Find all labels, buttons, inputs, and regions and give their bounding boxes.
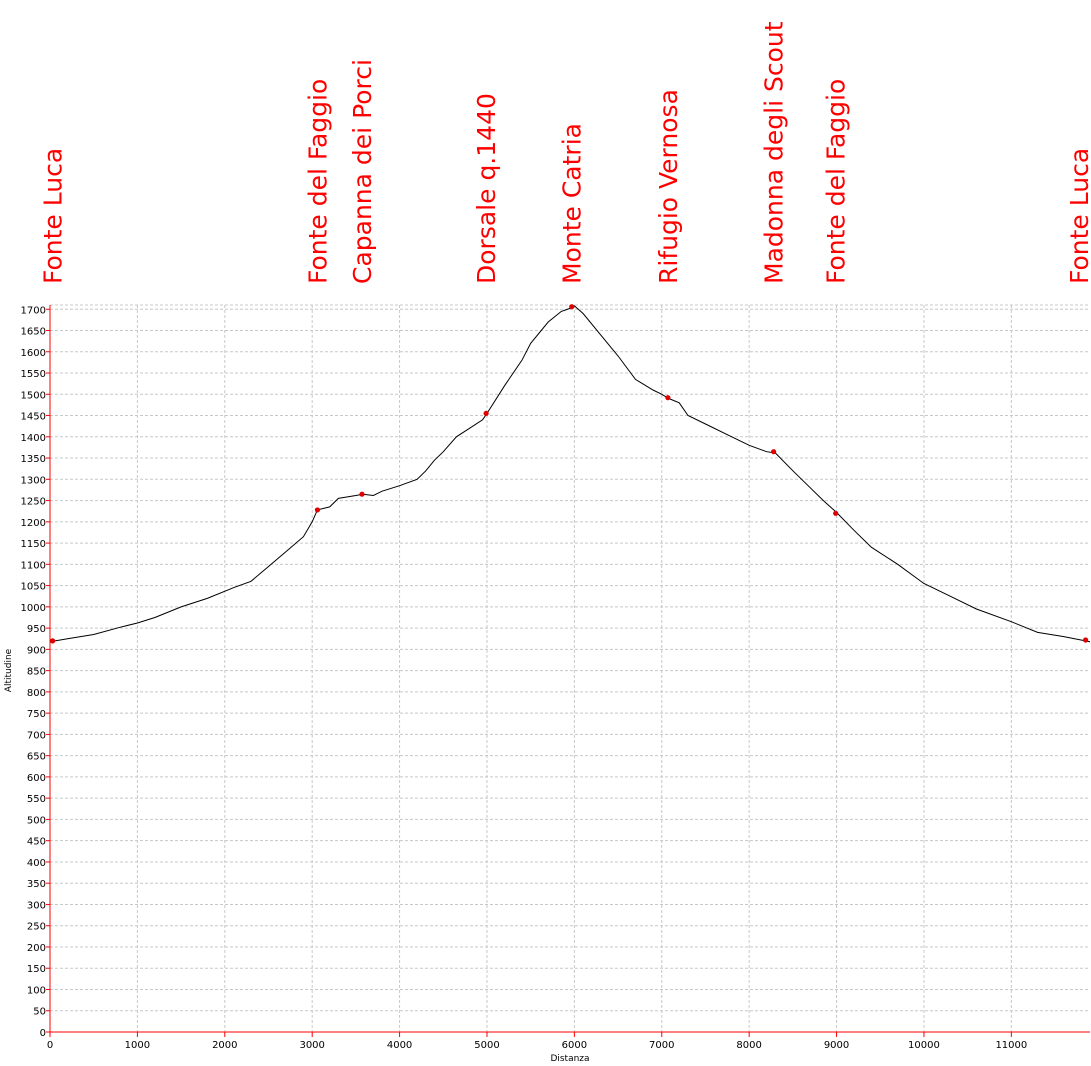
y-tick-label: 850 — [27, 667, 46, 678]
x-tick-label: 6000 — [562, 1040, 587, 1051]
y-tick-label: 650 — [27, 752, 46, 763]
y-tick-label: 0 — [40, 1028, 46, 1039]
y-axis-ticks: 0 50 100 150 200 250 300 350 400 450 500 550 600 650 7… — [21, 305, 50, 1039]
y-tick-label: 250 — [27, 922, 46, 933]
y-axis-title: Altitudine — [4, 648, 14, 692]
waypoint-marker — [569, 304, 575, 310]
y-tick-label: 1150 — [21, 539, 46, 550]
waypoint-label: Dorsale q.1440 — [472, 93, 501, 284]
waypoint-label: Madonna degli Scout — [760, 21, 789, 284]
y-tick-label: 1200 — [21, 518, 46, 529]
waypoint-marker — [314, 507, 321, 513]
waypoint-marker — [359, 491, 365, 497]
y-tick-label: 1100 — [21, 560, 46, 571]
x-tick-label: 1000 — [125, 1040, 150, 1051]
y-tick-label: 350 — [27, 879, 46, 890]
waypoint-markers — [50, 304, 1089, 644]
waypoint-label: Fonte del Faggio — [822, 79, 851, 284]
y-tick-label: 1600 — [21, 348, 46, 359]
y-tick-label: 800 — [27, 688, 46, 699]
waypoint-label: Fonte Luca — [1065, 148, 1091, 284]
y-tick-label: 550 — [27, 794, 46, 805]
y-tick-label: 750 — [27, 709, 46, 720]
waypoint-label: Rifugio Vernosa — [654, 89, 683, 284]
y-tick-label: 400 — [27, 858, 46, 869]
waypoint-label: Fonte Luca — [39, 148, 68, 284]
y-tick-label: 950 — [27, 624, 46, 635]
elevation-series-line — [49, 305, 1091, 643]
waypoint-label: Fonte del Faggio — [303, 79, 332, 284]
x-tick-label: 2000 — [212, 1040, 237, 1051]
y-tick-label: 1050 — [21, 582, 46, 593]
y-tick-label: 1650 — [21, 327, 46, 338]
x-tick-label: 0 — [47, 1040, 53, 1051]
y-tick-label: 1500 — [21, 390, 46, 401]
y-tick-label: 1300 — [21, 475, 46, 486]
grid-lines — [50, 304, 1090, 1032]
y-tick-label: 200 — [27, 943, 46, 954]
waypoint-marker — [483, 410, 489, 417]
y-tick-label: 1000 — [21, 603, 46, 614]
y-tick-label: 300 — [27, 900, 46, 911]
x-tick-label: 8000 — [736, 1040, 761, 1051]
y-tick-label: 1550 — [21, 369, 46, 380]
y-tick-label: 700 — [27, 730, 46, 741]
x-tick-label: 9000 — [824, 1040, 849, 1051]
y-tick-label: 1350 — [21, 454, 46, 465]
y-tick-label: 900 — [27, 645, 46, 656]
x-tick-label: 7000 — [649, 1040, 674, 1051]
y-tick-label: 1700 — [21, 305, 46, 316]
y-tick-label: 150 — [27, 964, 46, 975]
x-tick-label: 3000 — [299, 1040, 324, 1051]
waypoint-marker — [1083, 637, 1089, 643]
y-tick-label: 500 — [27, 815, 46, 826]
y-tick-label: 450 — [27, 837, 46, 848]
waypoint-marker — [771, 449, 777, 455]
y-tick-label: 100 — [27, 985, 46, 996]
waypoint-marker — [833, 510, 839, 516]
x-tick-label: 4000 — [387, 1040, 412, 1051]
x-tick-label: 5000 — [474, 1040, 499, 1051]
waypoint-label: Capanna dei Porci — [348, 59, 377, 284]
waypoint-label: Monte Catria — [558, 123, 587, 284]
y-tick-label: 1450 — [21, 412, 46, 423]
waypoint-marker — [50, 638, 56, 644]
x-tick-label: 11000 — [995, 1040, 1027, 1051]
x-axis-ticks: 0 1000 2000 3000 4000 5000 6000 7000 8000 9000 100… — [47, 1032, 1027, 1051]
y-tick-label: 600 — [27, 773, 46, 784]
y-tick-label: 50 — [33, 1007, 46, 1018]
y-tick-label: 1400 — [21, 433, 46, 444]
waypoint-marker — [665, 395, 671, 401]
x-axis-title: Distanza — [550, 1054, 589, 1064]
waypoint-labels: Fonte Luca Fonte del Faggio Capanna dei Po… — [39, 21, 1091, 284]
x-tick-label: 10000 — [908, 1040, 940, 1051]
y-tick-label: 1250 — [21, 497, 46, 508]
